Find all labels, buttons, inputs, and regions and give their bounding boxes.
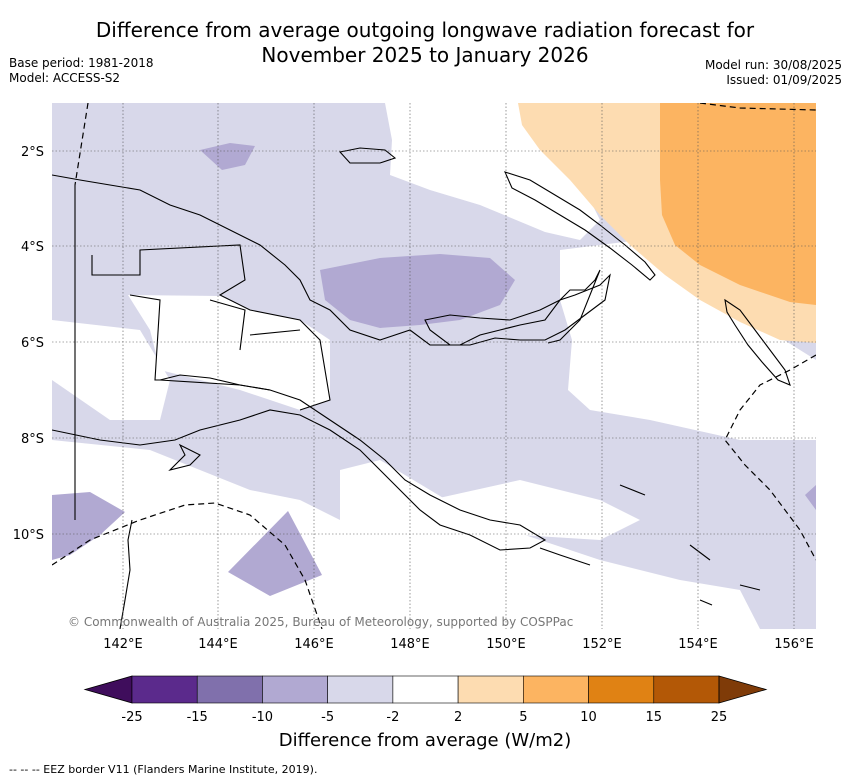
x-tick-labels: 142°E 144°E 146°E 148°E 150°E 152°E 154°… [103, 637, 814, 652]
y-tick-8s: 8°S [21, 432, 44, 447]
colorbar-segment [588, 675, 655, 704]
colorbar-tick-label: -25 [121, 710, 142, 725]
colorbar-segment [653, 675, 720, 704]
white-region-west [52, 320, 170, 420]
x-tick-150: 150°E [486, 637, 526, 652]
y-tick-6s: 6°S [21, 336, 44, 351]
colorbar-segment [196, 675, 263, 704]
title-line-2: November 2025 to January 2026 [261, 43, 589, 67]
png-province-borders [91, 244, 331, 411]
copyright-text: © Commonwealth of Australia 2025, Bureau… [68, 615, 573, 629]
colorbar-tick-label: 2 [454, 710, 462, 725]
map-title: Difference from average outgoing longwav… [0, 18, 850, 68]
base-period: Base period: 1981-2018 [9, 56, 154, 70]
meta-left: Base period: 1981-2018 Model: ACCESS-S2 [9, 56, 154, 86]
medium-purple-east-edge [805, 485, 816, 510]
model-name: Model: ACCESS-S2 [9, 71, 121, 85]
colorbar-tick-label: 25 [711, 710, 728, 725]
x-tick-142: 142°E [103, 637, 143, 652]
australia-cape-york [119, 519, 133, 629]
colorbar-segment [392, 675, 459, 704]
anomaly-field [52, 103, 816, 629]
colorbar-extend-high [718, 675, 768, 704]
y-tick-10s: 10°S [13, 528, 44, 543]
new-guinea-north-coast [52, 174, 601, 346]
eez-footnote: -- -- -- EEZ border V11 (Flanders Marine… [9, 763, 318, 776]
title-line-1: Difference from average outgoing longwav… [95, 18, 755, 42]
colorbar-tick-labels: -25 -15 -10 -5 -2 2 5 10 15 25 [121, 710, 727, 725]
colorbar-segment [327, 675, 394, 704]
coastlines [52, 147, 791, 629]
colorbar-extend-low [83, 675, 133, 704]
x-tick-152: 152°E [582, 637, 622, 652]
white-region-east [560, 240, 816, 440]
colorbar-tick-label: -10 [252, 710, 273, 725]
colorbar-tick-label: -5 [321, 710, 334, 725]
colorbar-tick-label: 5 [519, 710, 527, 725]
issued-date: Issued: 01/09/2025 [726, 73, 842, 87]
model-run: Model run: 30/08/2025 [704, 58, 842, 72]
x-tick-144: 144°E [198, 637, 238, 652]
d-entrecasteaux [539, 547, 591, 566]
medium-purple-south [228, 511, 322, 596]
gridlines [52, 103, 816, 629]
y-tick-4s: 4°S [21, 240, 44, 255]
white-region-top [385, 103, 600, 240]
x-tick-148: 148°E [390, 637, 430, 652]
x-tick-156: 156°E [774, 637, 814, 652]
medium-purple-sw [52, 492, 125, 560]
new-ireland [504, 171, 656, 281]
orange-region [660, 103, 816, 305]
colorbar-segment [262, 675, 328, 704]
colorbar-segment [523, 675, 589, 704]
solomon-islands [619, 484, 761, 606]
y-tick-2s: 2°S [21, 145, 44, 160]
x-tick-154: 154°E [678, 637, 718, 652]
white-region-mainland [128, 295, 330, 410]
eez-border-ne [699, 103, 816, 111]
eez-border-east [724, 354, 816, 561]
medium-purple-north-png [320, 254, 515, 328]
meta-right: Model run: 30/08/2025 Issued: 01/09/2025 [705, 58, 842, 88]
eez-border-sw [52, 502, 323, 629]
bougainville [724, 298, 791, 386]
medium-purple-top-left [200, 143, 255, 170]
new-guinea-south-coast [52, 374, 547, 551]
colorbar-tick-label: -15 [187, 710, 208, 725]
eez-border-west [74, 103, 89, 186]
y-tick-labels: 2°S 4°S 6°S 8°S 10°S [13, 145, 44, 543]
colorbar-segment [457, 675, 524, 704]
new-britain [424, 273, 611, 346]
colorbar-tick-label: -2 [386, 710, 399, 725]
x-tick-146: 146°E [294, 637, 334, 652]
colorbar-label: Difference from average (W/m2) [278, 730, 572, 751]
colorbar-segment [131, 675, 198, 704]
colorbar-tick-label: 15 [646, 710, 663, 725]
fly-river-delta [168, 443, 201, 472]
white-region-se-strip [430, 480, 640, 540]
colorbar-tick-label: 10 [580, 710, 597, 725]
eez-borders [52, 103, 816, 629]
manus-island [338, 147, 397, 164]
colorbar [83, 675, 768, 704]
